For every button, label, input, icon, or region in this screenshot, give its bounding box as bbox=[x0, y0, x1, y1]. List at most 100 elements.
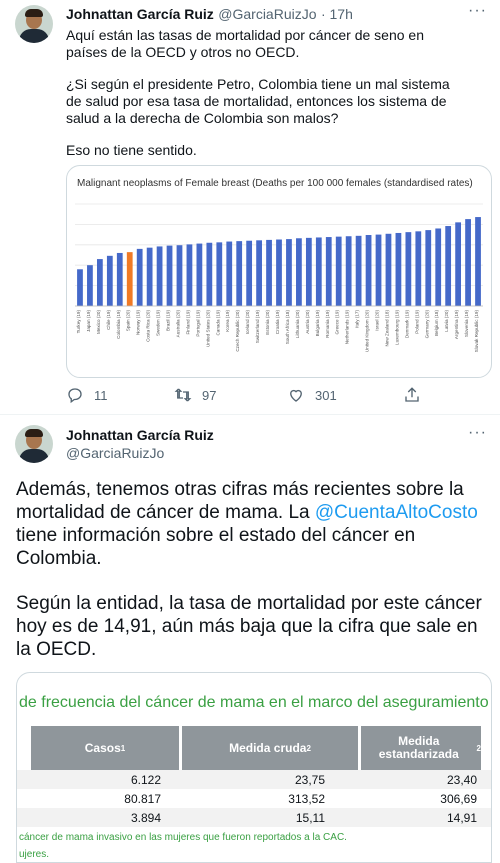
tick-label: United Kingdom (20) bbox=[365, 310, 370, 353]
text-segment: tiene información sobre el estado del cá… bbox=[16, 525, 416, 569]
avatar[interactable] bbox=[15, 5, 53, 43]
bar bbox=[276, 239, 282, 306]
reply-icon bbox=[68, 388, 82, 404]
table-footnote: ujeres. bbox=[19, 849, 50, 860]
header-medida-estandarizada: Medida estandarizada 2 bbox=[361, 726, 481, 770]
bar bbox=[405, 232, 412, 306]
bar bbox=[246, 240, 253, 306]
bar bbox=[315, 237, 322, 306]
tweet-1[interactable]: Johnattan García Ruiz @GarciaRuizJo · 17… bbox=[0, 0, 500, 415]
tick-label: Costa Rica (20) bbox=[146, 310, 151, 342]
author-handle[interactable]: @GarciaRuizJo bbox=[218, 6, 317, 22]
mention-link[interactable]: @CuentaAltoCosto bbox=[314, 502, 478, 523]
tick-label: Spain (20) bbox=[126, 310, 131, 332]
tick-label: Netherlands (19) bbox=[345, 310, 350, 345]
tweet-paragraph: Eso no tiene sentido. bbox=[66, 142, 197, 158]
bar bbox=[106, 255, 113, 306]
table-row: 3.894 15,11 14,91 bbox=[17, 808, 491, 827]
tick-label: Turkey (19) bbox=[76, 310, 81, 334]
tweet-paragraph: ¿Si según el presidente Petro, Colombia … bbox=[66, 76, 450, 126]
author-name[interactable]: Johnattan García Ruiz bbox=[66, 427, 214, 443]
table-cell: 306,69 bbox=[440, 792, 477, 806]
bar bbox=[465, 219, 471, 306]
author-handle[interactable]: @GarciaRuizJo bbox=[66, 445, 165, 461]
bar bbox=[166, 245, 173, 306]
table-cell: 14,91 bbox=[446, 811, 477, 825]
bar bbox=[87, 265, 93, 306]
bar bbox=[475, 217, 481, 306]
reply-count: 11 bbox=[94, 387, 108, 403]
bar bbox=[126, 252, 133, 306]
tweet-header: Johnattan García Ruiz @GarciaRuizJo · 17… bbox=[66, 6, 353, 24]
share-icon bbox=[405, 387, 419, 402]
chart-image[interactable]: Malignant neoplasms of Female breast (De… bbox=[66, 165, 492, 378]
bar bbox=[286, 239, 292, 306]
bar bbox=[305, 237, 312, 306]
tick-label: Italy (17) bbox=[355, 310, 360, 328]
bar bbox=[355, 235, 362, 306]
share-button[interactable] bbox=[403, 386, 431, 404]
tick-label: South Africa (18) bbox=[285, 310, 290, 345]
bar-chart: Turkey (19) Japan (19) Mexico (20) Chile (1… bbox=[75, 203, 483, 353]
bar bbox=[146, 247, 153, 306]
table-row: 6.122 23,75 23,40 bbox=[17, 770, 491, 789]
table-header: Casos 1 Medida cruda 2 Medida estandarizad… bbox=[17, 726, 491, 770]
retweet-count: 97 bbox=[202, 387, 217, 403]
reply-button[interactable]: 11 bbox=[66, 386, 108, 404]
tweet-time[interactable]: · 17h bbox=[320, 6, 353, 22]
like-count: 301 bbox=[315, 387, 337, 403]
more-dots-icon[interactable]: ··· bbox=[468, 424, 487, 441]
tick-label: Portugal (19) bbox=[195, 310, 200, 337]
tick-label: Luxembourg (19) bbox=[394, 310, 399, 345]
tick-label: Japan (19) bbox=[86, 310, 91, 332]
tick-label: Slovenia (19) bbox=[464, 310, 469, 338]
table-cell: 6.122 bbox=[130, 773, 161, 787]
bar bbox=[206, 242, 213, 306]
tick-label: Czech Republic (20) bbox=[235, 310, 240, 352]
bar bbox=[236, 241, 243, 306]
table-cell: 80.817 bbox=[124, 792, 161, 806]
bar bbox=[266, 239, 272, 306]
table-cell: 23,75 bbox=[294, 773, 325, 787]
tick-label: Finland (19) bbox=[185, 310, 190, 335]
avatar[interactable] bbox=[15, 425, 53, 463]
table-image[interactable]: de frecuencia del cáncer de mama en el m… bbox=[16, 672, 492, 863]
table-row: 80.817 313,52 306,69 bbox=[17, 789, 491, 808]
retweet-button[interactable]: 97 bbox=[174, 386, 216, 404]
more-dots-icon[interactable]: ··· bbox=[468, 2, 487, 19]
tick-label: Brazil (19) bbox=[166, 310, 171, 331]
bar bbox=[186, 244, 193, 306]
tweet-text: Aquí están las tasas de mortalidad por c… bbox=[66, 27, 466, 174]
bar bbox=[395, 232, 402, 306]
bar bbox=[345, 236, 352, 306]
tweet-paragraph: Según la entidad, la tasa de mortalidad … bbox=[16, 593, 482, 660]
tick-label: Estonia (20) bbox=[265, 310, 270, 335]
bar bbox=[256, 240, 262, 306]
bar bbox=[176, 245, 183, 306]
bar bbox=[455, 222, 462, 306]
tick-label: Austria (20) bbox=[305, 310, 310, 334]
tweet-actions: 11 97 301 bbox=[66, 386, 466, 406]
bar bbox=[226, 241, 233, 306]
retweet-icon bbox=[174, 388, 192, 402]
tick-label: Romania (19) bbox=[325, 310, 330, 338]
like-button[interactable]: 301 bbox=[287, 386, 337, 404]
heart-icon bbox=[290, 389, 302, 402]
bar bbox=[445, 226, 452, 306]
tick-label: Poland (19) bbox=[414, 310, 419, 334]
tick-label: Switzerland (19) bbox=[255, 310, 260, 344]
table-title: de frecuencia del cáncer de mama en el m… bbox=[19, 694, 492, 711]
bar bbox=[425, 230, 432, 306]
tick-label: Mexico (20) bbox=[96, 310, 101, 334]
bar bbox=[435, 228, 442, 306]
author-name[interactable]: Johnattan García Ruiz bbox=[66, 6, 214, 22]
table-cell: 313,52 bbox=[288, 792, 325, 806]
tick-label: Australia (20) bbox=[175, 310, 180, 338]
tick-label: New Zealand (18) bbox=[384, 310, 389, 347]
bar bbox=[385, 233, 392, 306]
tick-label: United States (20) bbox=[205, 310, 210, 347]
tick-label: Latvia (20) bbox=[444, 310, 449, 332]
tick-label: Israel (20) bbox=[375, 310, 380, 331]
tick-label: Lithuania (20) bbox=[295, 310, 300, 339]
bar bbox=[335, 236, 342, 306]
